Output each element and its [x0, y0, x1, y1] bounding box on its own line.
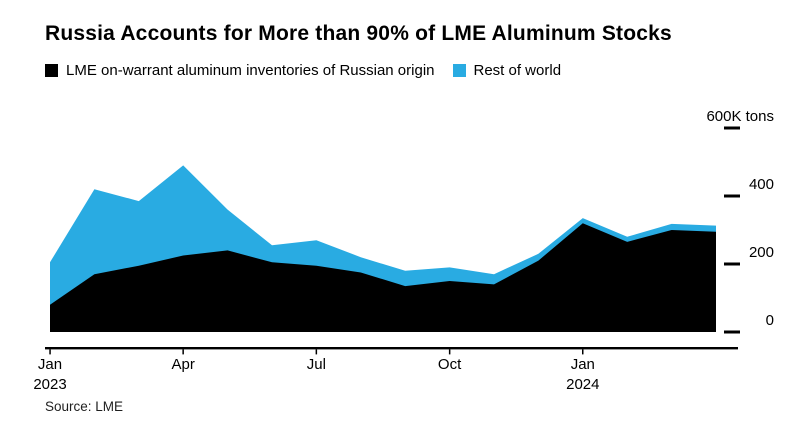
- x-tick-label: Jan: [38, 356, 62, 373]
- x-tick-mark: [49, 349, 51, 355]
- x-tick-year: 2024: [566, 376, 599, 393]
- x-tick-mark: [448, 349, 451, 355]
- x-tick-mark: [582, 349, 584, 355]
- y-tick-label-200: 200: [749, 244, 774, 261]
- legend-label-russian-origin: LME on-warrant aluminum inventories of R…: [66, 62, 435, 79]
- x-tick-year: 2023: [33, 376, 66, 393]
- x-tick-label: Jan: [571, 356, 595, 373]
- area-russian-origin: [50, 223, 716, 332]
- chart-title: Russia Accounts for More than 90% of LME…: [45, 22, 672, 45]
- legend-label-rest-of-world: Rest of world: [473, 62, 562, 79]
- legend-swatch-russian-origin: [45, 64, 58, 77]
- legend-swatch-rest-of-world: [452, 64, 466, 77]
- y-tick-mark-400: [724, 194, 740, 198]
- y-tick-label-400: 400: [749, 176, 774, 193]
- stacked-area-chart: 0 200 400 600K tons Jan 2023 Apr Jul Oct Jan 2024: [33, 108, 774, 393]
- x-tick-label: Oct: [438, 356, 462, 373]
- y-tick-mark-200: [724, 262, 740, 266]
- source-note: Source: LME: [45, 399, 124, 414]
- y-tick-mark-0: [724, 330, 740, 334]
- x-tick-label: Apr: [172, 356, 195, 373]
- y-tick-mark-600: [724, 126, 740, 130]
- x-tick-label: Jul: [307, 356, 326, 373]
- x-tick-mark: [315, 349, 318, 355]
- x-tick-mark: [182, 349, 184, 355]
- chart-legend: LME on-warrant aluminum inventories of R…: [45, 62, 579, 79]
- y-tick-label-600: 600K tons: [706, 108, 774, 125]
- y-tick-label-0: 0: [766, 312, 774, 329]
- x-axis-line: [45, 347, 738, 350]
